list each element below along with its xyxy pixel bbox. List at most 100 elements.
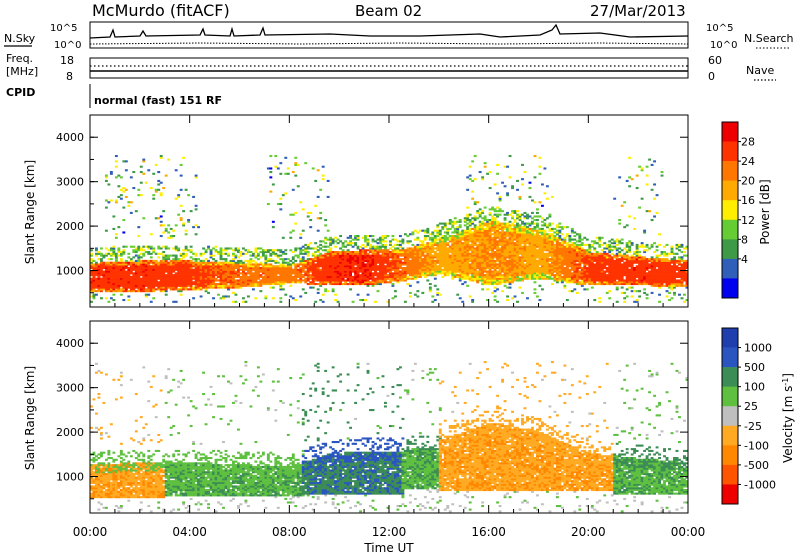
power-cell [296, 270, 300, 273]
power-cell [92, 277, 96, 280]
power-cell [209, 274, 213, 277]
power-cell [498, 238, 502, 241]
power-cell [99, 258, 103, 261]
power-cell [496, 229, 500, 232]
power-cell [369, 265, 372, 268]
power-cell [94, 261, 98, 264]
power-cell [428, 290, 432, 293]
power-cell [421, 270, 425, 273]
power-cell [229, 270, 233, 273]
power-cell [506, 268, 509, 271]
power-cell [149, 233, 153, 236]
power-cell [102, 279, 106, 282]
power-cell [192, 274, 196, 277]
power-cell [182, 259, 186, 262]
power-cell [503, 267, 507, 270]
power-cell [279, 258, 283, 261]
power-cell [486, 238, 490, 241]
power-cell [506, 281, 509, 284]
power-cell [506, 224, 509, 227]
cpid-label: CPID [6, 86, 35, 99]
power-cell [486, 270, 490, 273]
power-cell [374, 270, 377, 273]
power-cell [162, 283, 166, 286]
power-cell [309, 283, 313, 286]
power-cell [536, 231, 539, 234]
power-cell [428, 267, 432, 270]
power-cell [391, 261, 395, 264]
power-cell [478, 227, 482, 230]
power-cell [575, 249, 579, 252]
power-cell [568, 275, 572, 278]
power-cell [329, 279, 333, 282]
power-cell [301, 270, 305, 273]
power-cell [376, 277, 380, 280]
power-cell [518, 224, 522, 227]
power-cell [553, 261, 557, 264]
power-cell [152, 247, 156, 250]
power-cell [543, 219, 547, 222]
power-cell [491, 270, 495, 273]
power-cell [177, 259, 181, 262]
power-cell [90, 277, 93, 280]
power-cell [498, 265, 502, 268]
power-cell [341, 254, 345, 257]
power-cell [486, 224, 490, 227]
power-cell [249, 261, 253, 264]
power-cell [259, 267, 263, 270]
power-cell [526, 217, 529, 220]
power-cell [481, 252, 485, 255]
power-cell [511, 274, 514, 277]
power-cell [294, 275, 298, 278]
power-cell [177, 275, 181, 278]
power-cell [568, 274, 572, 277]
power-cell [443, 236, 447, 239]
power-cell [506, 252, 509, 255]
power-cell [117, 281, 121, 284]
power-cell [523, 227, 527, 230]
power-cell [453, 259, 457, 262]
power-cell [172, 235, 176, 238]
power-cell [102, 281, 106, 284]
power-cell [359, 277, 362, 280]
power-cell [521, 249, 524, 252]
power-cell [483, 261, 487, 264]
power-cell [152, 270, 156, 273]
power-cell [528, 254, 532, 257]
power-cell [339, 265, 343, 268]
power-cell [501, 279, 505, 282]
power-cell [306, 265, 310, 268]
power-cell [528, 252, 532, 255]
power-cell [471, 231, 475, 234]
power-cell [194, 281, 198, 284]
power-cell [523, 252, 527, 255]
power-cell [119, 290, 123, 293]
power-cell [396, 268, 400, 271]
power-cell [261, 272, 265, 275]
power-cell [237, 279, 240, 282]
power-cell [391, 238, 395, 241]
power-cell [339, 251, 343, 254]
power-cell [294, 222, 298, 225]
power-cell [104, 272, 108, 275]
power-cell [513, 242, 517, 245]
power-cell [184, 252, 188, 255]
power-cell [271, 249, 275, 252]
power-cell [149, 275, 153, 278]
power-cell [207, 281, 210, 284]
power-cell [461, 238, 465, 241]
power-cell [172, 277, 176, 280]
power-cell [99, 259, 103, 262]
power-cell [169, 272, 173, 275]
power-cell [536, 268, 539, 271]
power-cell [453, 236, 457, 239]
power-cell [423, 259, 427, 262]
power-cell [458, 272, 462, 275]
power-cell [431, 231, 435, 234]
power-cell [481, 281, 485, 284]
power-cell [184, 245, 188, 248]
power-cell [209, 277, 213, 280]
power-cell [560, 226, 564, 229]
power-cell [164, 293, 168, 296]
power-cell [408, 251, 412, 254]
